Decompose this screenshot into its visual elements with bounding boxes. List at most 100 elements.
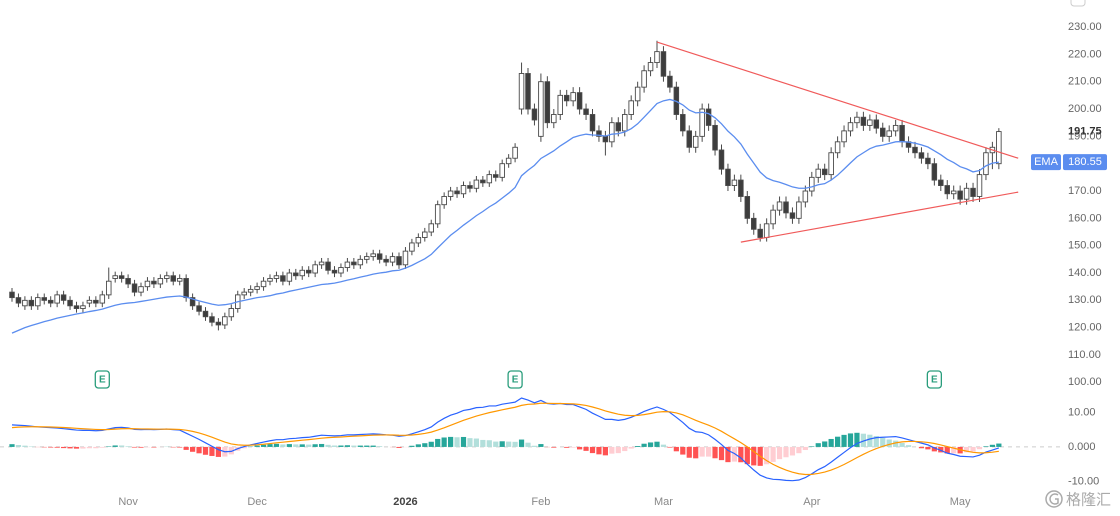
candle-body <box>112 275 118 279</box>
candle-body <box>499 163 505 178</box>
candle-body <box>692 135 699 148</box>
candle-body <box>751 217 757 230</box>
candle-body <box>364 256 370 260</box>
earnings-marker <box>507 370 523 389</box>
macd-histogram-bar <box>828 438 834 447</box>
candle-body <box>396 256 402 266</box>
candle-body <box>447 190 454 197</box>
macd-histogram-bar <box>905 445 912 447</box>
candle-body <box>460 185 467 195</box>
macd-histogram-bar <box>99 446 105 448</box>
x-tick-label: 2026 <box>393 496 417 508</box>
candle-body <box>667 75 673 88</box>
candle-body <box>473 179 480 189</box>
macd-histogram-bar <box>344 445 350 447</box>
macd-histogram-bar <box>119 445 125 447</box>
earnings-marker <box>94 370 110 389</box>
candle-body <box>105 280 112 296</box>
macd-histogram-bar <box>86 446 92 449</box>
candle-body <box>293 272 299 277</box>
candle-body <box>712 124 718 151</box>
macd-histogram-bar <box>938 446 944 453</box>
candle-body <box>776 201 783 211</box>
candle-body <box>615 122 622 132</box>
macd-histogram-bar <box>415 444 421 447</box>
candle-body <box>280 275 286 282</box>
candle-body <box>144 280 151 288</box>
macd-histogram-bar <box>331 445 338 447</box>
macd-histogram-bar <box>286 444 292 447</box>
candle-body <box>422 231 428 238</box>
candle-body <box>409 242 415 252</box>
macd-histogram-bar <box>9 444 15 447</box>
candle-body <box>815 168 822 178</box>
candle-body <box>312 264 318 274</box>
macd-histogram-bar <box>125 446 131 447</box>
macd-histogram-bar <box>628 446 634 449</box>
macd-histogram-bar <box>673 446 679 452</box>
watermark: 格隆汇 <box>1045 490 1111 509</box>
macd-histogram-bar <box>602 446 608 456</box>
macd-histogram-bar <box>783 446 789 458</box>
macd-histogram-bar <box>370 445 376 447</box>
trendline <box>656 41 1019 159</box>
macd-histogram-bar <box>854 432 860 447</box>
macd-histogram-bar <box>622 446 628 452</box>
y-tick-label: 0.000 <box>1068 441 1096 453</box>
macd-histogram-bar <box>254 445 260 447</box>
macd-histogram-bar <box>138 446 144 448</box>
candle-body <box>796 201 802 219</box>
candle-body <box>757 228 763 238</box>
macd-histogram-bar <box>983 446 989 447</box>
x-tick-label: May <box>950 496 971 508</box>
candle-body <box>86 299 93 304</box>
candle-body <box>789 212 796 219</box>
macd-histogram-bar <box>422 443 428 447</box>
macd-histogram-bar <box>873 436 879 447</box>
candle-body <box>434 204 441 225</box>
macd-histogram-bar <box>964 446 970 453</box>
candle-body <box>680 114 686 132</box>
candle-body <box>202 310 209 318</box>
macd-histogram-bar <box>718 446 725 461</box>
candle-body <box>809 176 815 192</box>
macd-histogram-bar <box>428 441 434 447</box>
candle-body <box>99 294 106 304</box>
candle-body <box>963 187 970 200</box>
candle-body <box>925 157 931 165</box>
candle-body <box>976 174 983 197</box>
candle-body <box>641 70 647 88</box>
y-tick-label: 110.00 <box>1068 349 1101 361</box>
macd-histogram-bar <box>867 434 873 447</box>
macd-histogram-bar <box>209 446 215 456</box>
macd-histogram-bar <box>280 444 286 447</box>
candle-body <box>41 297 48 301</box>
candle-body <box>880 127 886 137</box>
candle-body <box>770 209 776 225</box>
ema-name: EMA <box>1034 156 1059 168</box>
macd-histogram-bar <box>654 441 660 447</box>
candle-body <box>854 116 860 124</box>
macd-histogram-bar <box>693 446 699 459</box>
macd-histogram-bar <box>738 446 744 463</box>
candle-body <box>125 278 131 285</box>
candle-body <box>931 163 938 181</box>
macd-histogram-bar <box>177 446 183 448</box>
macd-histogram-bar <box>564 446 570 448</box>
candle-body <box>318 261 325 266</box>
macd-histogram-bar <box>267 444 273 447</box>
ema-line <box>11 98 999 334</box>
candle-body <box>331 269 338 274</box>
candle-body <box>260 280 267 288</box>
candle-body <box>131 283 138 293</box>
macd-histogram-bar <box>647 442 654 447</box>
macd-histogram-bar <box>570 446 576 448</box>
macd-histogram-bar <box>706 446 712 457</box>
x-tick-label: Apr <box>803 496 820 508</box>
candle-body <box>273 275 280 279</box>
y-tick-label: 120.00 <box>1068 322 1102 334</box>
macd-histogram-bar <box>73 446 80 449</box>
macd-histogram-bar <box>635 446 641 447</box>
candle-body <box>164 275 170 279</box>
